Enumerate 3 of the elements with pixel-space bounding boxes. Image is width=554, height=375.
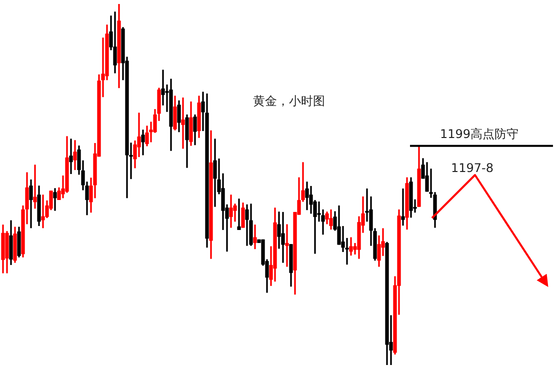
ref-line-label: 1199高点防守 bbox=[440, 126, 519, 141]
text: 1197-8 bbox=[451, 161, 494, 175]
text: 黄金，小时图 bbox=[253, 94, 325, 108]
